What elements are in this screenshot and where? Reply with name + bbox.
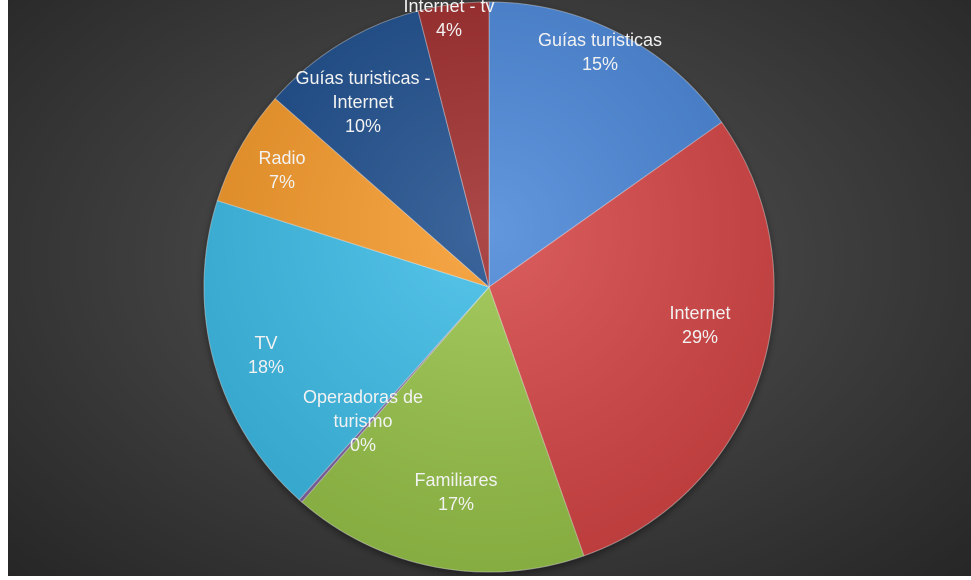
- data-label-guias-turisticas: Guías turisticas 15%: [538, 30, 662, 74]
- pie-labels: Guías turisticas 15% Internet 29% Familiares…: [248, 0, 731, 514]
- data-label-percent: 15%: [582, 54, 618, 74]
- data-label-tv: TV 18%: [248, 333, 284, 377]
- data-label-percent: 7%: [269, 172, 295, 192]
- data-label-guias-turisticas-internet: Guías turisticas - Internet 10%: [295, 68, 430, 136]
- data-label-category: Guías turisticas: [538, 30, 662, 50]
- data-label-percent: 4%: [436, 20, 462, 40]
- data-label-category: Internet: [332, 92, 393, 112]
- data-label-percent: 17%: [438, 494, 474, 514]
- data-label-category: turismo: [333, 411, 392, 431]
- data-label-category: Internet - tv: [403, 0, 494, 16]
- data-label-percent: 29%: [682, 327, 718, 347]
- data-label-operadoras-de-turismo: Operadoras de turismo 0%: [303, 387, 423, 455]
- data-label-category: TV: [254, 333, 277, 353]
- data-label-category: Guías turisticas -: [295, 68, 430, 88]
- data-label-radio: Radio 7%: [258, 148, 305, 192]
- data-label-percent: 18%: [248, 357, 284, 377]
- data-label-category: Internet: [669, 303, 730, 323]
- data-label-internet: Internet 29%: [669, 303, 730, 347]
- data-label-familiares: Familiares 17%: [414, 470, 497, 514]
- data-label-percent: 10%: [345, 116, 381, 136]
- data-label-category: Familiares: [414, 470, 497, 490]
- chart-area: Guías turisticas 15% Internet 29% Familiares…: [8, 0, 971, 576]
- data-label-percent: 0%: [350, 435, 376, 455]
- data-label-internet-tv: Internet - tv 4%: [403, 0, 494, 40]
- pie-chart: Guías turisticas 15% Internet 29% Familiares…: [203, 0, 775, 573]
- data-label-category: Radio: [258, 148, 305, 168]
- data-label-category: Operadoras de: [303, 387, 423, 407]
